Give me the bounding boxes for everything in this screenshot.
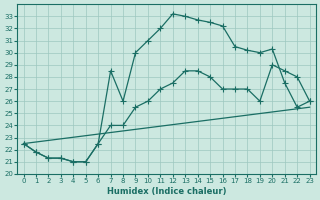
X-axis label: Humidex (Indice chaleur): Humidex (Indice chaleur): [107, 187, 226, 196]
